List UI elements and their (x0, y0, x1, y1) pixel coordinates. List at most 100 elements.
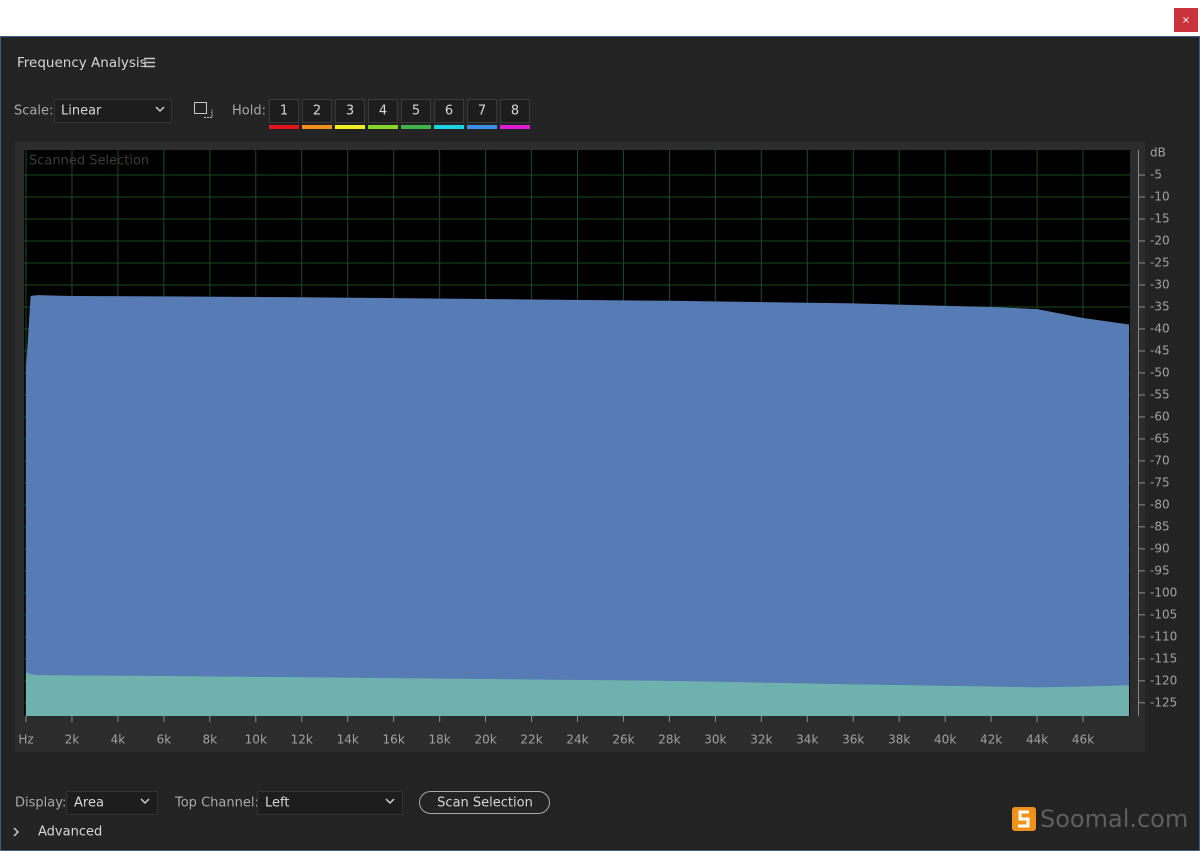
hold-label[interactable]: 7 (478, 104, 486, 119)
y-tick-label: -15 (1150, 211, 1170, 225)
y-tick-label: -90 (1150, 541, 1170, 555)
hold-color (467, 125, 497, 129)
y-tick-label: -60 (1150, 409, 1170, 423)
title-bar (0, 0, 1200, 36)
y-tick-label: -45 (1150, 343, 1170, 357)
y-tick-label: -105 (1150, 607, 1177, 621)
advanced-label[interactable]: Advanced (38, 825, 102, 840)
x-tick-label: 40k (934, 733, 956, 747)
hold-color (368, 125, 398, 129)
scan-button-label[interactable]: Scan Selection (437, 796, 533, 811)
y-tick-label: -40 (1150, 321, 1170, 335)
hold-button[interactable] (368, 99, 398, 123)
y-tick-label: -125 (1150, 695, 1177, 709)
channel-value[interactable]: Left (265, 796, 289, 811)
y-tick-label: -115 (1150, 651, 1177, 665)
menu-icon[interactable] (144, 57, 155, 68)
x-tick-label: 16k (383, 733, 405, 747)
x-tick-label: 46k (1072, 733, 1094, 747)
x-tick-label: 30k (704, 733, 726, 747)
hold-button[interactable] (434, 99, 464, 123)
x-tick-label: 24k (566, 733, 588, 747)
y-tick-label: -55 (1150, 387, 1170, 401)
hold-button[interactable] (500, 99, 530, 123)
hold-color (269, 125, 299, 129)
y-tick-label: -65 (1150, 431, 1170, 445)
y-tick-label: -95 (1150, 563, 1170, 577)
scale-label: Scale: (14, 104, 53, 119)
hold-color (401, 125, 431, 129)
x-tick-label: 38k (888, 733, 910, 747)
scan-button[interactable] (419, 791, 550, 814)
hold-button[interactable] (335, 99, 365, 123)
hold-button[interactable] (401, 99, 431, 123)
y-tick-label: -10 (1150, 189, 1170, 203)
close-label[interactable]: × (1182, 15, 1190, 26)
hold-color (302, 125, 332, 129)
spectrum-area (26, 672, 1129, 716)
x-tick-label: 28k (658, 733, 680, 747)
chevron (140, 798, 150, 805)
x-tick-label: 2k (65, 733, 80, 747)
close-button[interactable] (1174, 8, 1198, 32)
hold-label[interactable]: 2 (313, 104, 321, 119)
channel-label: Top Channel: (174, 796, 259, 811)
hold-label[interactable]: 6 (445, 104, 453, 119)
hold-label[interactable]: 8 (511, 104, 519, 119)
y-tick-label: -30 (1150, 277, 1170, 291)
zoom-icon[interactable] (194, 102, 213, 118)
x-tick-label: 6k (157, 733, 172, 747)
x-tick-label: 14k (337, 733, 359, 747)
y-tick-label: -50 (1150, 365, 1170, 379)
panel-title: Frequency Analysis (17, 55, 147, 71)
x-tick-label: 36k (842, 733, 864, 747)
hold-color (434, 125, 464, 129)
x-tick-label: 34k (796, 733, 818, 747)
watermark-logo-mark (1018, 810, 1030, 828)
x-tick-label: 10k (245, 733, 267, 747)
y-tick-label: -35 (1150, 299, 1170, 313)
hold-color (500, 125, 530, 129)
y-unit: dB (1150, 146, 1166, 160)
scale-dropdown[interactable] (54, 99, 172, 123)
chevron (155, 106, 165, 113)
chevron (385, 798, 395, 805)
y-tick-label: -70 (1150, 453, 1170, 467)
hold-label[interactable]: 1 (280, 104, 288, 119)
channel-dropdown[interactable] (257, 791, 403, 815)
x-tick-label: 8k (203, 733, 218, 747)
annotation: Scanned Selection (29, 154, 149, 169)
y-tick-label: -25 (1150, 255, 1170, 269)
y-tick-label: -100 (1150, 585, 1177, 599)
y-tick-label: -5 (1150, 167, 1162, 181)
x-tick-label: 4k (111, 733, 126, 747)
hold-button[interactable] (302, 99, 332, 123)
x-tick-label: 20k (474, 733, 496, 747)
x-tick-label: 32k (750, 733, 772, 747)
watermark: Soomal.com (1040, 805, 1188, 833)
hold-label[interactable]: 5 (412, 104, 420, 119)
x-tick-label: 22k (520, 733, 542, 747)
hold-label: Hold: (232, 104, 266, 119)
display-value[interactable]: Area (74, 796, 104, 811)
y-tick-label: -110 (1150, 629, 1177, 643)
x-tick-label: Hz (18, 733, 33, 747)
display-dropdown[interactable] (66, 791, 158, 815)
x-tick-label: 44k (1026, 733, 1048, 747)
hold-button[interactable] (269, 99, 299, 123)
y-tick-label: -120 (1150, 673, 1177, 687)
hold-label[interactable]: 3 (346, 104, 354, 119)
y-tick-label: -20 (1150, 233, 1170, 247)
y-tick-label: -75 (1150, 475, 1170, 489)
y-tick-label: -80 (1150, 497, 1170, 511)
expand-icon[interactable] (13, 827, 20, 837)
spectrum-area (26, 295, 1129, 716)
scale-value[interactable]: Linear (61, 104, 102, 119)
hold-button[interactable] (467, 99, 497, 123)
hold-label[interactable]: 4 (379, 104, 387, 119)
x-tick-label: 42k (980, 733, 1002, 747)
display-label: Display: (15, 796, 66, 811)
x-tick-label: 18k (429, 733, 451, 747)
x-tick-label: 26k (612, 733, 634, 747)
